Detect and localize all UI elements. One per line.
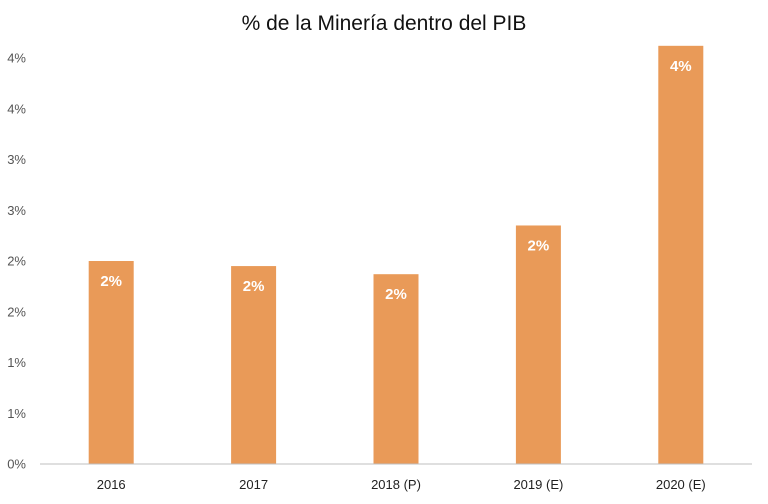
y-tick-label: 3% (7, 152, 26, 167)
y-axis-tick-labels: 0% 1% 1% 2% 2% 3% 3% 4% 4% (7, 51, 26, 472)
bars (88, 45, 704, 464)
data-label: 4% (670, 58, 692, 75)
data-label: 2% (243, 278, 265, 295)
y-tick-label: 4% (7, 51, 26, 66)
bar (515, 225, 561, 464)
bar (231, 266, 277, 464)
y-tick-label: 2% (7, 254, 26, 269)
data-label: 2% (385, 286, 407, 303)
data-label: 2% (528, 237, 550, 254)
x-tick-label: 2016 (97, 477, 126, 492)
y-tick-label: 2% (7, 304, 26, 319)
bar (373, 274, 419, 464)
bar (88, 261, 134, 464)
data-label: 2% (100, 273, 122, 290)
y-tick-label: 1% (7, 406, 26, 421)
x-tick-label: 2017 (239, 477, 268, 492)
y-tick-label: 1% (7, 355, 26, 370)
x-tick-label: 2018 (P) (371, 477, 421, 492)
y-tick-label: 4% (7, 101, 26, 116)
data-labels: 2% 2% 2% 2% 4% (100, 58, 691, 303)
y-tick-label: 0% (7, 457, 26, 472)
chart-title: % de la Minería dentro del PIB (241, 12, 527, 35)
bar (658, 45, 704, 464)
x-tick-label: 2020 (E) (656, 477, 706, 492)
x-tick-label: 2019 (E) (513, 477, 563, 492)
x-axis-tick-labels: 2016 2017 2018 (P) 2019 (E) 2020 (E) (97, 477, 706, 492)
y-tick-label: 3% (7, 203, 26, 218)
